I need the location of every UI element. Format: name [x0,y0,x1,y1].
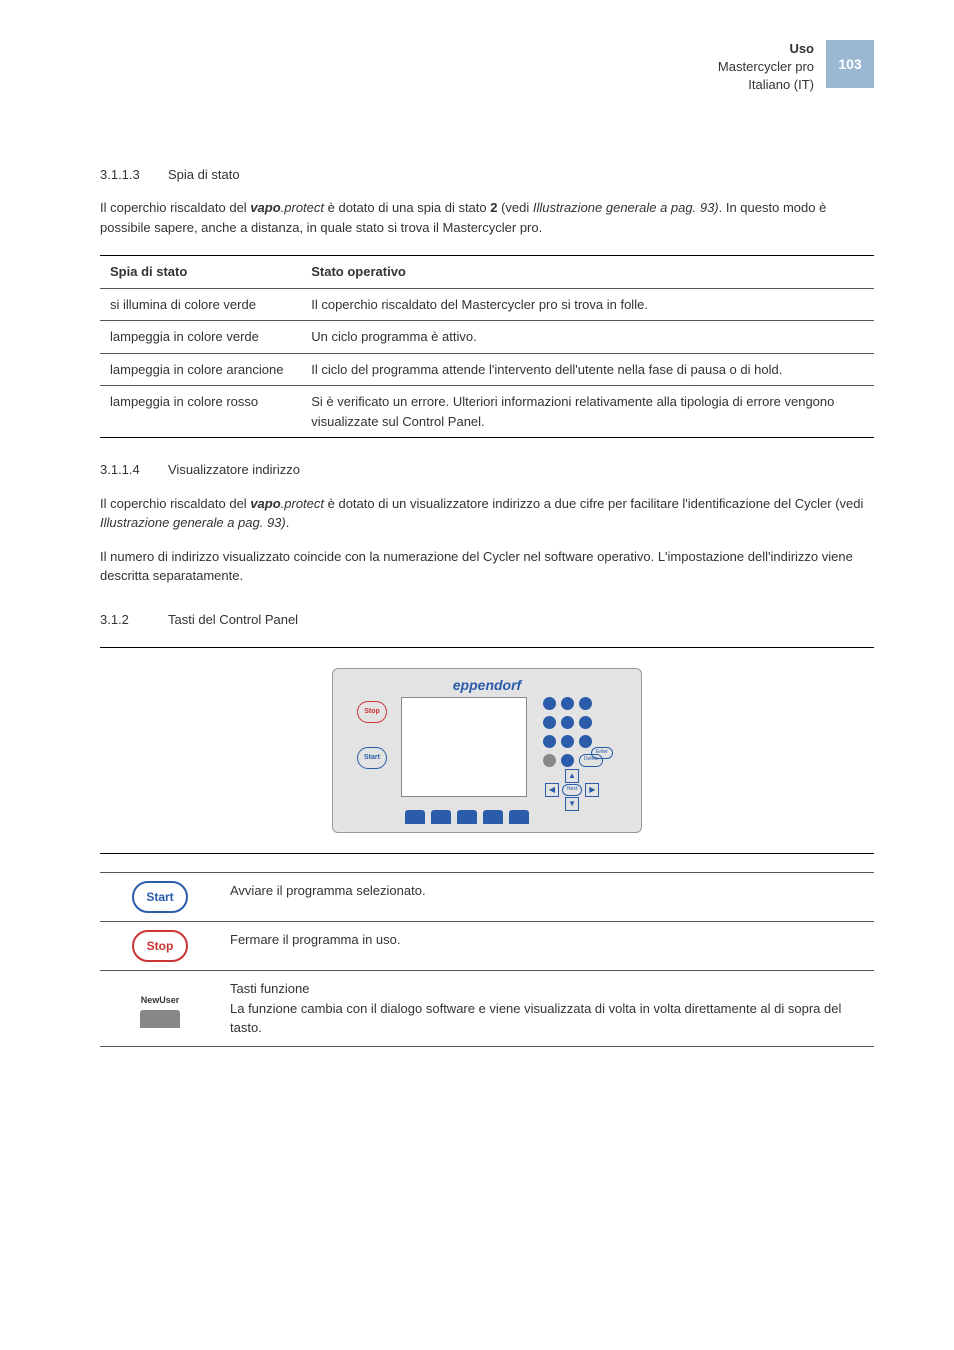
stop-key-icon: Stop [132,930,188,962]
key-func-desc: Tasti funzione La funzione cambia con il… [220,971,874,1047]
secnum-3114: 3.1.1.4 [100,460,150,480]
panel-stop-button-icon: Stop [357,701,387,723]
status-light-table: Spia di stato Stato operativo si illumin… [100,255,874,438]
key-func-cell: NewUser [100,971,220,1047]
table-row: Start Avviare il programma selezionato. [100,873,874,922]
para-3114-1: Il coperchio riscaldato del vapo.protect… [100,494,874,533]
header-uso: Uso [718,40,814,58]
header-lang: Italiano (IT) [718,76,814,94]
sectitle-312: Tasti del Control Panel [168,610,298,630]
table-row: si illumina di colore verdeIl coperchio … [100,288,874,321]
func-key-bar-icon [140,1010,180,1028]
key-start-cell: Start [100,873,220,922]
control-panel-figure: eppendorf Stop Start Delete Enter ▲ ◀ Ne… [100,647,874,854]
eppendorf-logo: eppendorf [453,675,521,696]
arrow-up-icon: ▲ [565,769,579,783]
key-stop-cell: Stop [100,922,220,971]
table-row: Stop Fermare il programma in uso. [100,922,874,971]
para-3113: Il coperchio riscaldato del vapo.protect… [100,198,874,237]
page-header: Uso Mastercycler pro Italiano (IT) 103 [100,40,874,95]
panel-display-icon [401,697,527,797]
func-key-label: NewUser [141,994,180,1008]
th-stato: Stato operativo [301,256,874,289]
key-start-desc: Avviare il programma selezionato. [220,873,874,922]
panel-next-icon: Next [562,784,582,796]
heading-312: 3.1.2 Tasti del Control Panel [100,610,874,630]
table-row: NewUser Tasti funzione La funzione cambi… [100,971,874,1047]
panel-enter-area: Enter [591,747,613,759]
heading-3113: 3.1.1.3 Spia di stato [100,165,874,185]
start-key-icon: Start [132,881,188,913]
key-stop-desc: Fermare il programma in uso. [220,922,874,971]
para-3114-2: Il numero di indirizzo visualizzato coin… [100,547,874,586]
table-row: Spia di stato Stato operativo [100,256,874,289]
sectitle-3113: Spia di stato [168,165,240,185]
keys-table: Start Avviare il programma selezionato. … [100,872,874,1047]
arrow-left-icon: ◀ [545,783,559,797]
th-spia: Spia di stato [100,256,301,289]
arrow-right-icon: ▶ [585,783,599,797]
panel-softkeys-icon [405,810,529,824]
table-row: lampeggia in colore rossoSi è verificato… [100,386,874,438]
secnum-3113: 3.1.1.3 [100,165,150,185]
control-panel-graphic: eppendorf Stop Start Delete Enter ▲ ◀ Ne… [332,668,642,833]
page-number-badge: 103 [826,40,874,88]
func-key-icon: NewUser [140,994,180,1028]
header-text: Uso Mastercycler pro Italiano (IT) [718,40,814,95]
secnum-312: 3.1.2 [100,610,150,630]
arrow-down-icon: ▼ [565,797,579,811]
header-product: Mastercycler pro [718,58,814,76]
sectitle-3114: Visualizzatore indirizzo [168,460,300,480]
panel-enter-icon: Enter [591,747,613,759]
panel-arrows-icon: ▲ ◀ Next ▶ ▼ [545,769,599,811]
table-row: lampeggia in colore arancioneIl ciclo de… [100,353,874,386]
heading-3114: 3.1.1.4 Visualizzatore indirizzo [100,460,874,480]
panel-start-button-icon: Start [357,747,387,769]
table-row: lampeggia in colore verdeUn ciclo progra… [100,321,874,354]
